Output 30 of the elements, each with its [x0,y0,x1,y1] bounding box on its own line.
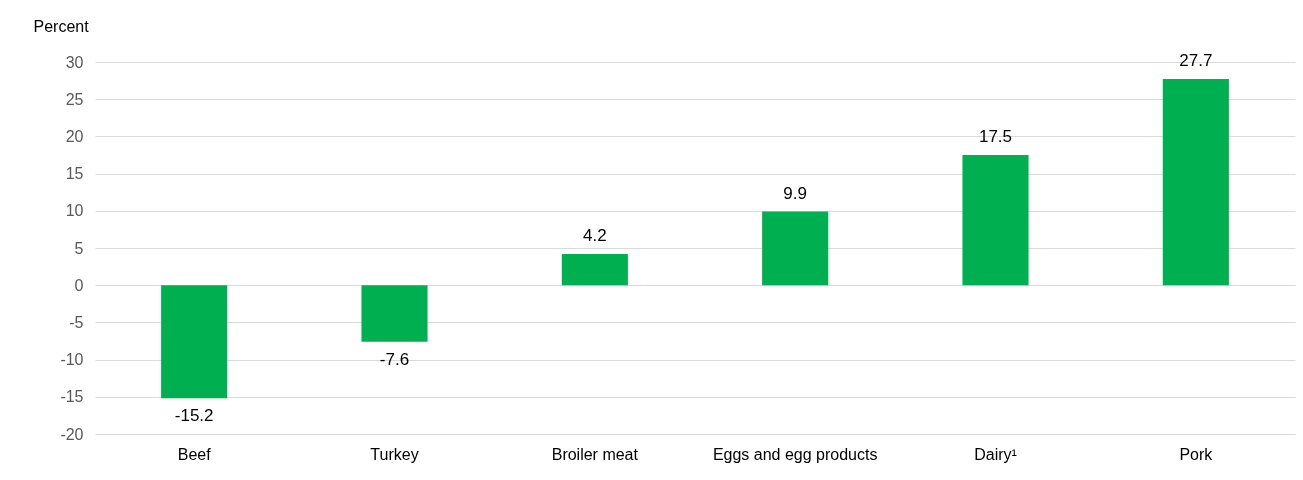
y-tick-label: 5 [74,239,84,257]
data-label: -7.6 [379,349,410,369]
bar [561,253,628,286]
bar [962,155,1029,286]
y-tick-label: 20 [65,127,84,145]
y-axis-title: Percent [33,17,90,35]
x-tick-label: Eggs and egg products [712,445,878,463]
y-tick-label: -15 [60,388,84,406]
data-label: 27.7 [1179,51,1213,71]
y-tick-label: -5 [69,313,84,331]
y-tick-label: 15 [65,165,84,183]
x-tick-label: Dairy¹ [974,445,1017,463]
y-tick-label: 10 [65,202,84,220]
y-tick-label: 0 [74,276,84,294]
x-tick-label: Beef [177,445,212,463]
bar [1162,79,1229,286]
bar [361,285,428,342]
x-tick-label: Broiler meat [551,445,639,463]
data-label: 9.9 [783,183,807,203]
data-label: -15.2 [174,406,214,426]
y-tick-label: -20 [60,425,84,443]
bar [762,211,829,286]
y-tick-label: 30 [65,53,84,71]
data-label: 17.5 [978,127,1013,146]
x-tick-label: Turkey [370,445,419,463]
y-tick-label: -10 [60,351,84,369]
x-tick-label: Pork [1179,445,1214,463]
data-label: 4.2 [583,225,607,245]
y-tick-label: 25 [65,90,84,108]
bar [161,285,228,399]
